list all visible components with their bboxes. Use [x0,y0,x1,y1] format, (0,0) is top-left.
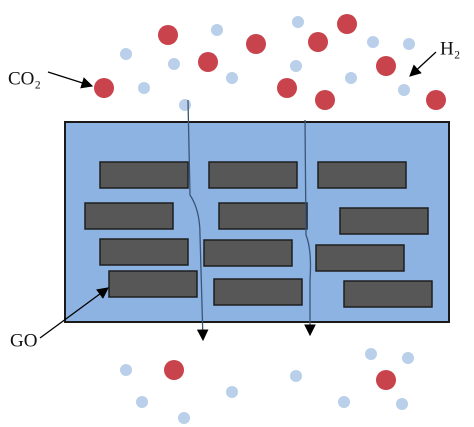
h2-label: H₂ [440,38,460,59]
gas-molecules-top [94,14,446,111]
co2-label: CO₂ [8,68,41,89]
go-label: GO [10,330,37,351]
gas-molecules-bottom [120,348,414,424]
diagram: CO₂ H₂ GO [0,0,474,427]
